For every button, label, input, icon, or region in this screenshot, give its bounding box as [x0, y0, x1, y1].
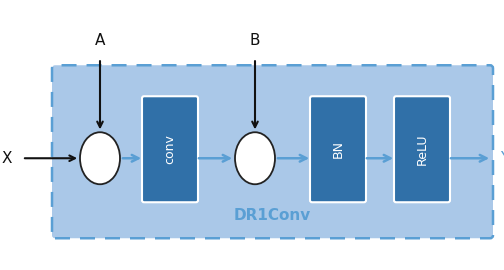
Ellipse shape: [235, 132, 275, 184]
Ellipse shape: [80, 132, 120, 184]
Text: Y: Y: [500, 151, 504, 166]
FancyBboxPatch shape: [394, 96, 450, 202]
FancyBboxPatch shape: [310, 96, 366, 202]
Text: A: A: [95, 33, 105, 48]
Text: BN: BN: [332, 140, 345, 158]
Text: ReLU: ReLU: [415, 133, 428, 165]
Text: X: X: [2, 151, 12, 166]
Text: conv: conv: [163, 134, 176, 164]
FancyBboxPatch shape: [52, 65, 493, 238]
FancyBboxPatch shape: [142, 96, 198, 202]
Text: DR1Conv: DR1Conv: [234, 208, 311, 223]
Text: B: B: [250, 33, 260, 48]
